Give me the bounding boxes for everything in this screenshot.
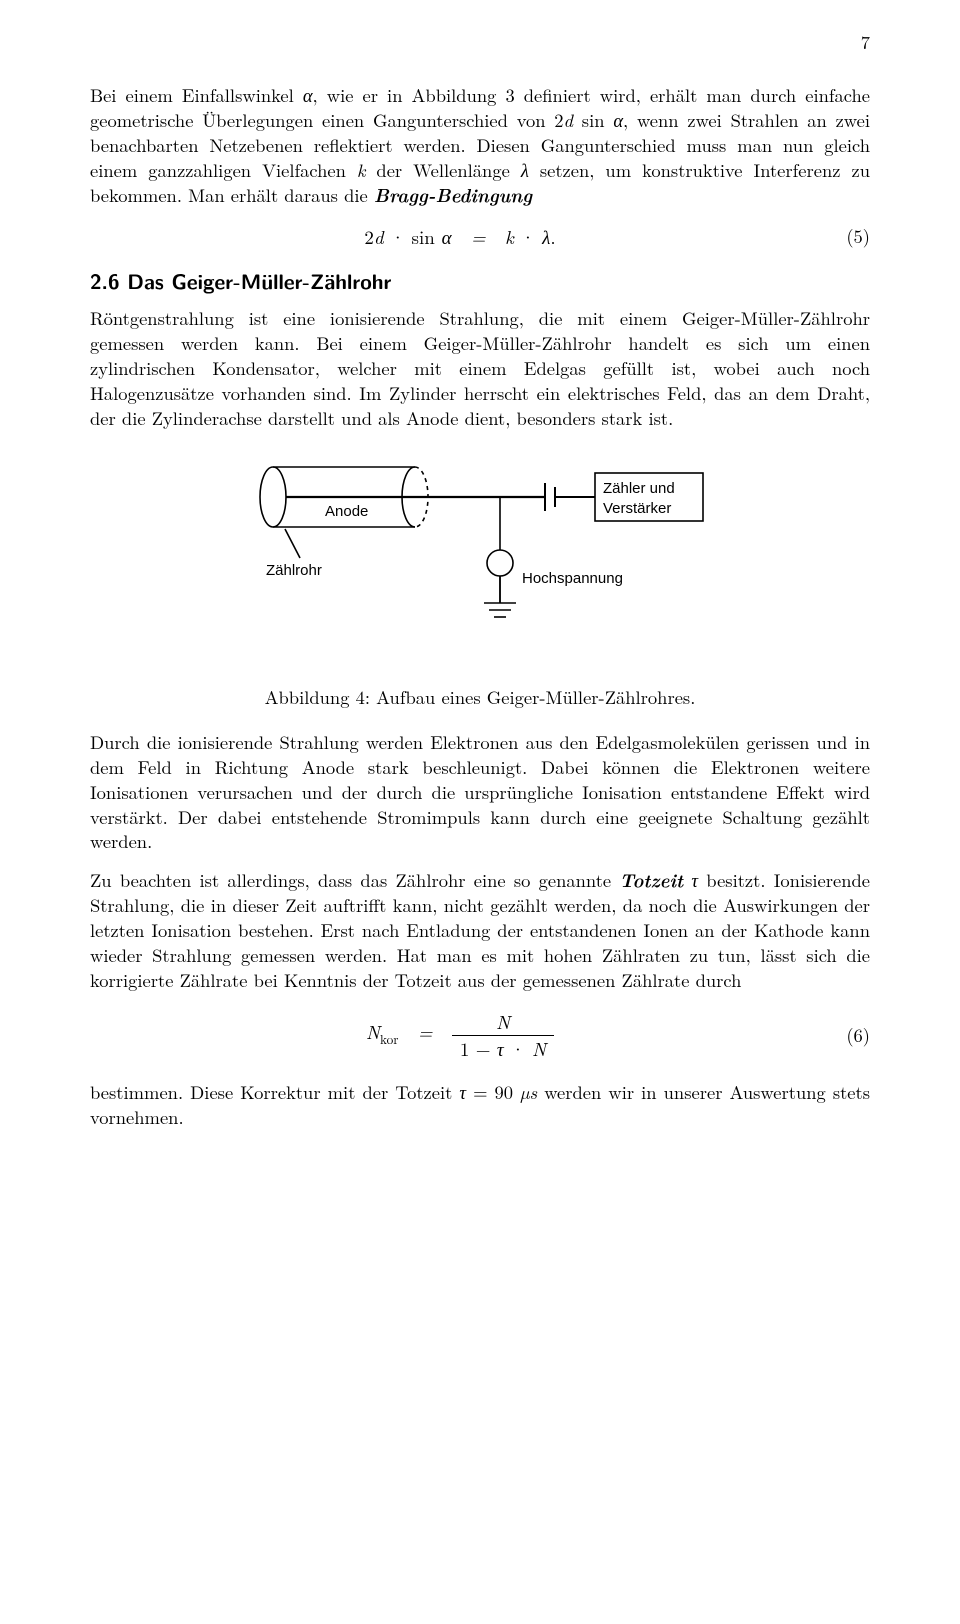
text: = 90 (466, 1079, 520, 1105)
equation-5: 2d · sin α = k · λ. (5) (90, 224, 870, 250)
var-alpha: α (303, 82, 313, 108)
text: bestimmen. Diese Korrektur mit der Totze… (90, 1079, 459, 1105)
paragraph-1: Bei einem Einfallswinkel α, wie er in Ab… (90, 83, 870, 208)
figure-4: Anode Zählrohr Zähler und Verstärker Hoc… (90, 453, 870, 663)
text: Zu beachten ist allerdings, dass das Zäh… (90, 867, 619, 893)
text: Bei einem Einfallswinkel (90, 82, 303, 108)
var-alpha: α (613, 107, 623, 133)
page-number: 7 (90, 30, 870, 55)
subscript: kor (380, 1029, 399, 1048)
equation-body: Nkor = N1 − τ · N (90, 1009, 830, 1061)
label-anode: Anode (325, 503, 368, 520)
label-zaehlrohr: Zählrohr (266, 562, 322, 579)
denominator: 1 − τ · N (452, 1036, 554, 1062)
term-totzeit: Totzeit (619, 866, 683, 893)
text: der Wellenlänge (365, 157, 520, 183)
equation-body: 2d · sin α = k · λ. (90, 224, 830, 250)
paragraph-3: Durch die ionisierende Strahlung werden … (90, 730, 870, 855)
term-bragg: Bragg-Bedingung (374, 181, 532, 208)
var-tau: τ (459, 1079, 466, 1105)
var-lambda: λ (521, 157, 529, 183)
equation-6: Nkor = N1 − τ · N (6) (90, 1009, 870, 1061)
label-hochspannung: Hochspannung (522, 570, 623, 587)
section-heading: 2.6 Das Geiger-Müller-Zählrohr (90, 267, 870, 295)
label-zaehler: Zähler und (603, 480, 675, 497)
geiger-mueller-diagram: Anode Zählrohr Zähler und Verstärker Hoc… (240, 453, 720, 663)
figure-caption: Abbildung 4: Aufbau eines Geiger-Müller-… (90, 685, 870, 710)
numerator: N (452, 1009, 554, 1036)
paragraph-2: Röntgenstrahlung ist eine ionisierende S… (90, 306, 870, 431)
text: sin (573, 107, 613, 133)
label-verstaerker: Verstärker (603, 500, 671, 517)
var-d: d (564, 107, 573, 133)
unit-mus: µs (520, 1079, 537, 1105)
equation-number: (6) (830, 1023, 870, 1048)
equation-number: (5) (830, 224, 870, 249)
paragraph-4: Zu beachten ist allerdings, dass das Zäh… (90, 868, 870, 993)
paragraph-5: bestimmen. Diese Korrektur mit der Totze… (90, 1080, 870, 1130)
